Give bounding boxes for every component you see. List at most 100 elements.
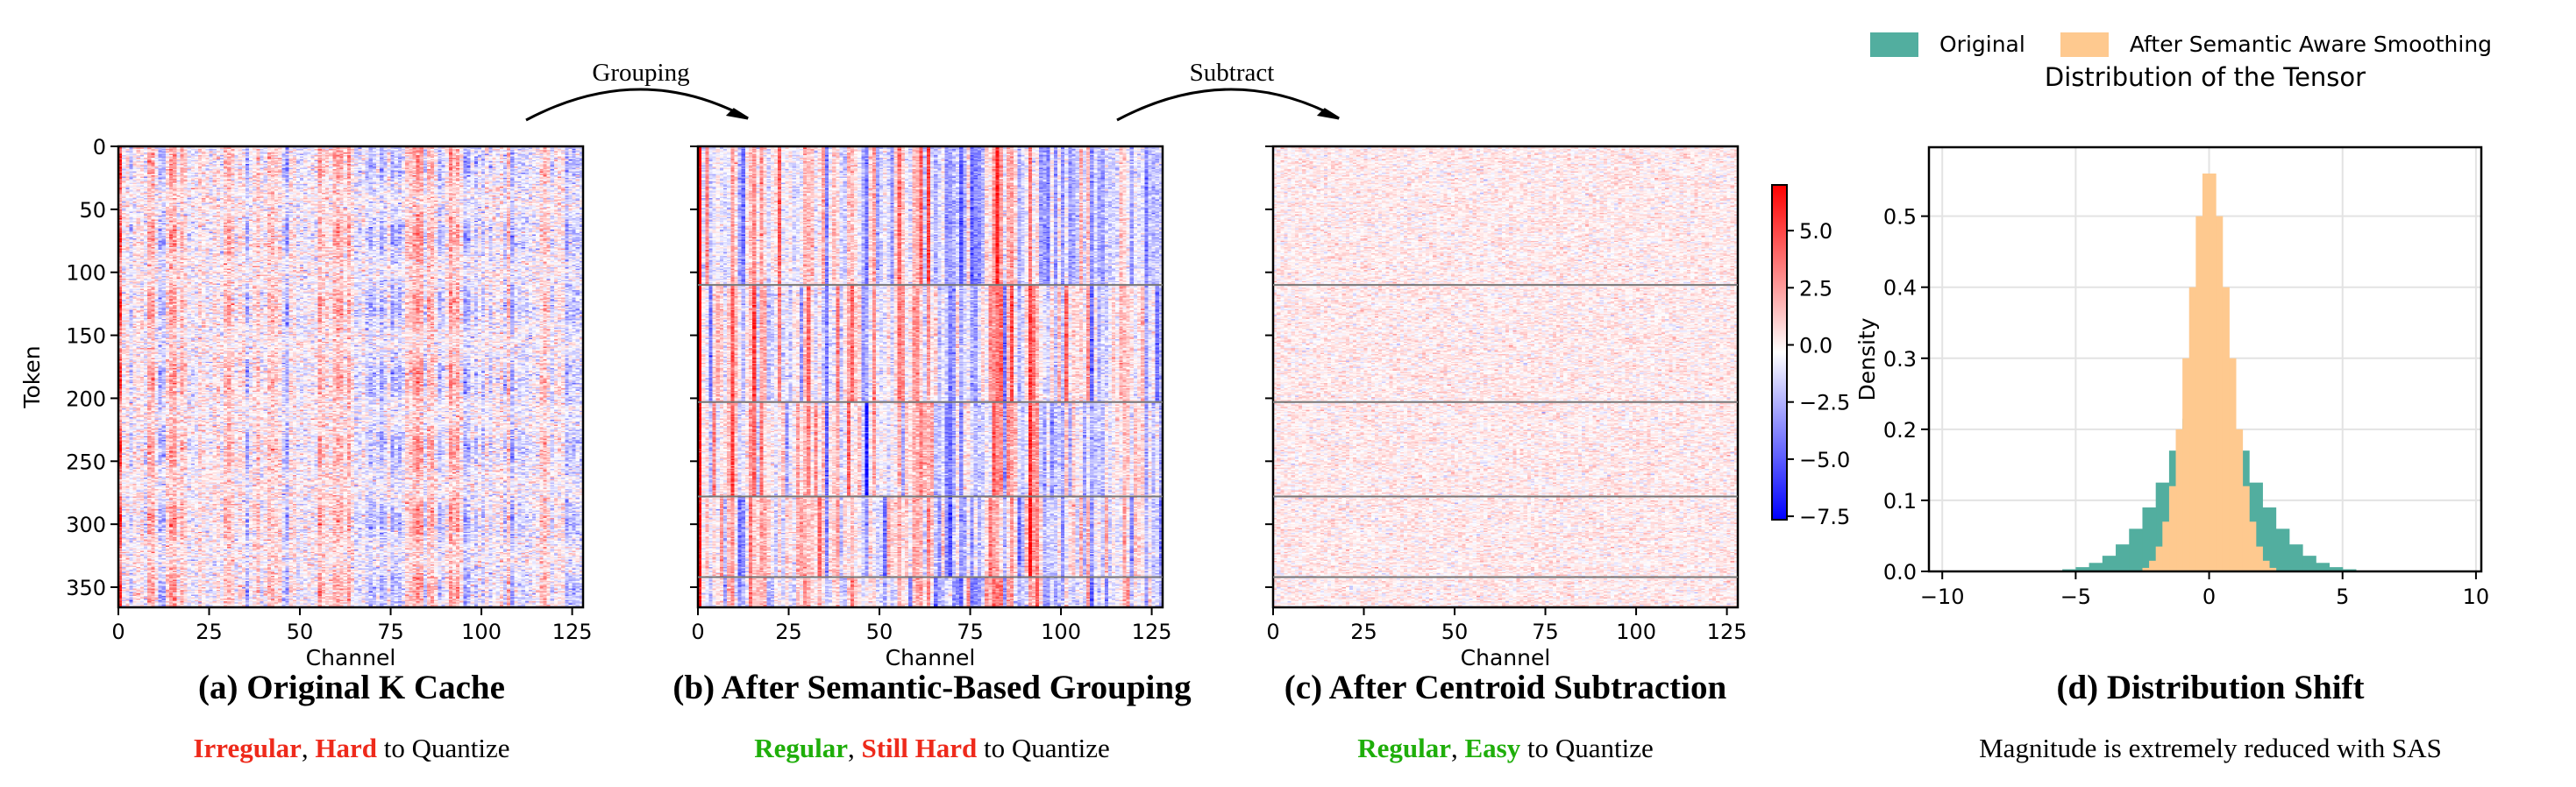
heatmap-c <box>1273 146 1738 607</box>
x-tick-label: 10 <box>2463 585 2490 609</box>
histogram-bar-sas <box>2269 567 2277 571</box>
x-tick-label: 0 <box>111 620 125 644</box>
colorbar-tick-label: 5.0 <box>1799 219 1832 244</box>
histogram-bar-sas <box>2182 358 2190 571</box>
caption-part: , <box>1451 733 1465 763</box>
x-tick-label: 50 <box>866 620 893 644</box>
histogram-bar-sas <box>2188 287 2196 571</box>
x-tick-label: 75 <box>377 620 404 644</box>
caption-part: Regular <box>1357 733 1451 763</box>
histogram-bar-original <box>2302 556 2316 571</box>
legend: Original After Semantic Aware Smoothing <box>1870 32 2527 57</box>
histogram-bar-sas <box>2195 216 2203 571</box>
chart-title: Distribution of the Tensor <box>2045 62 2366 92</box>
histogram-bar-sas <box>2255 546 2263 571</box>
histogram-bar-sas <box>2175 429 2183 571</box>
y-axis-label: Token <box>19 345 45 408</box>
histogram-bar-sas <box>2149 560 2157 571</box>
caption-part: Still Hard <box>861 733 978 763</box>
arrow-head <box>1316 108 1340 120</box>
x-tick-label: 0 <box>691 620 704 644</box>
caption-part: , <box>301 733 316 763</box>
histogram-bar-sas <box>2249 521 2257 571</box>
histogram-bar-original <box>2075 567 2090 571</box>
histogram-bar-sas <box>2155 546 2163 571</box>
x-axis-label: Channel <box>1461 645 1551 670</box>
x-tick-label: 50 <box>1441 620 1469 644</box>
histogram-bar-original <box>2129 528 2143 571</box>
histogram-bar-original <box>2262 507 2277 571</box>
heatmap-b <box>698 146 1163 607</box>
y-tick-label: 0 <box>93 135 106 160</box>
caption-a-sub: Irregular, Hard to Quantize <box>193 733 509 764</box>
histogram-frame <box>1927 145 2483 573</box>
caption-b-title: (b) After Semantic-Based Grouping <box>672 669 1192 706</box>
heatmap-frame-b <box>696 145 1164 609</box>
histogram-bar-sas <box>2236 429 2244 571</box>
y-tick-label: 250 <box>66 450 106 474</box>
caption-b-sub: Regular, Still Hard to Quantize <box>754 733 1110 764</box>
curved-arrow <box>1116 88 1340 122</box>
caption-part: Easy <box>1464 733 1521 763</box>
histogram-bar-sas <box>2222 287 2230 571</box>
caption-a-title: (a) Original K Cache <box>198 669 505 706</box>
colorbar-tick-label: 0.0 <box>1799 334 1832 358</box>
x-tick-label: 125 <box>1707 620 1747 644</box>
colorbar <box>1771 184 1788 521</box>
caption-d-title: (d) Distribution Shift <box>2056 669 2365 706</box>
histogram-bar-sas <box>2202 173 2210 571</box>
legend-label-sas: After Semantic Aware Smoothing <box>2129 32 2493 57</box>
x-tick-label: 100 <box>1616 620 1656 644</box>
histogram-bar-sas <box>2209 173 2217 571</box>
x-tick-label: 5 <box>2336 585 2349 609</box>
arrow-label: Subtract <box>1190 59 1275 87</box>
caption-part: to Quantize <box>377 733 510 763</box>
histogram-bar-original <box>2116 544 2130 571</box>
y-tick-label: 50 <box>79 198 106 223</box>
y-tick-label: 150 <box>66 324 106 349</box>
histogram-bar-original <box>2329 567 2344 571</box>
x-tick-label: 0 <box>2202 585 2216 609</box>
histogram-bar-sas <box>2242 486 2250 571</box>
caption-c-title: (c) After Centroid Subtraction <box>1284 669 1727 706</box>
y-tick-label: 0.0 <box>1883 560 1917 585</box>
y-tick-label: 300 <box>66 513 106 537</box>
histogram-bar-sas <box>2262 560 2270 571</box>
heatmap-frame-a <box>117 145 585 609</box>
y-tick-label: 0.3 <box>1883 347 1917 372</box>
histogram-bar-original <box>2142 507 2157 571</box>
caption-part: Regular <box>754 733 848 763</box>
histogram-bar-original <box>2089 563 2103 571</box>
x-tick-label: 25 <box>196 620 223 644</box>
colorbar-tick-label: 2.5 <box>1799 276 1832 301</box>
x-tick-label: −5 <box>2060 585 2091 609</box>
x-axis-label: Channel <box>306 645 396 670</box>
legend-swatch-original <box>1870 32 1918 57</box>
caption-c-sub: Regular, Easy to Quantize <box>1357 733 1654 764</box>
histogram-bar-original <box>2102 556 2117 571</box>
legend-item-original: Original <box>1870 32 2025 57</box>
histogram-bar-sas <box>2162 521 2170 571</box>
x-tick-label: 50 <box>287 620 314 644</box>
legend-swatch-sas <box>2060 32 2109 57</box>
caption-d-sub: Magnitude is extremely reduced with SAS <box>1979 733 2442 764</box>
histogram-bar-sas <box>2229 358 2237 571</box>
caption-part: Hard <box>315 733 378 763</box>
colorbar-tick-label: −2.5 <box>1799 391 1850 415</box>
x-tick-label: 125 <box>1132 620 1172 644</box>
x-tick-label: 75 <box>957 620 984 644</box>
y-tick-label: 0.4 <box>1883 276 1917 301</box>
x-tick-label: 100 <box>1041 620 1081 644</box>
x-tick-label: −10 <box>1920 585 1965 609</box>
x-tick-label: 0 <box>1266 620 1279 644</box>
x-tick-label: 75 <box>1532 620 1559 644</box>
histogram-bar-sas <box>2168 486 2177 571</box>
colorbar-tick-label: −5.0 <box>1799 448 1850 472</box>
arrow-label: Grouping <box>592 59 689 87</box>
caption-part: , <box>847 733 862 763</box>
heatmap-frame-c <box>1271 145 1740 609</box>
y-axis-label: Density <box>1854 317 1880 401</box>
caption-part: Magnitude is extremely reduced with SAS <box>1979 733 2442 763</box>
